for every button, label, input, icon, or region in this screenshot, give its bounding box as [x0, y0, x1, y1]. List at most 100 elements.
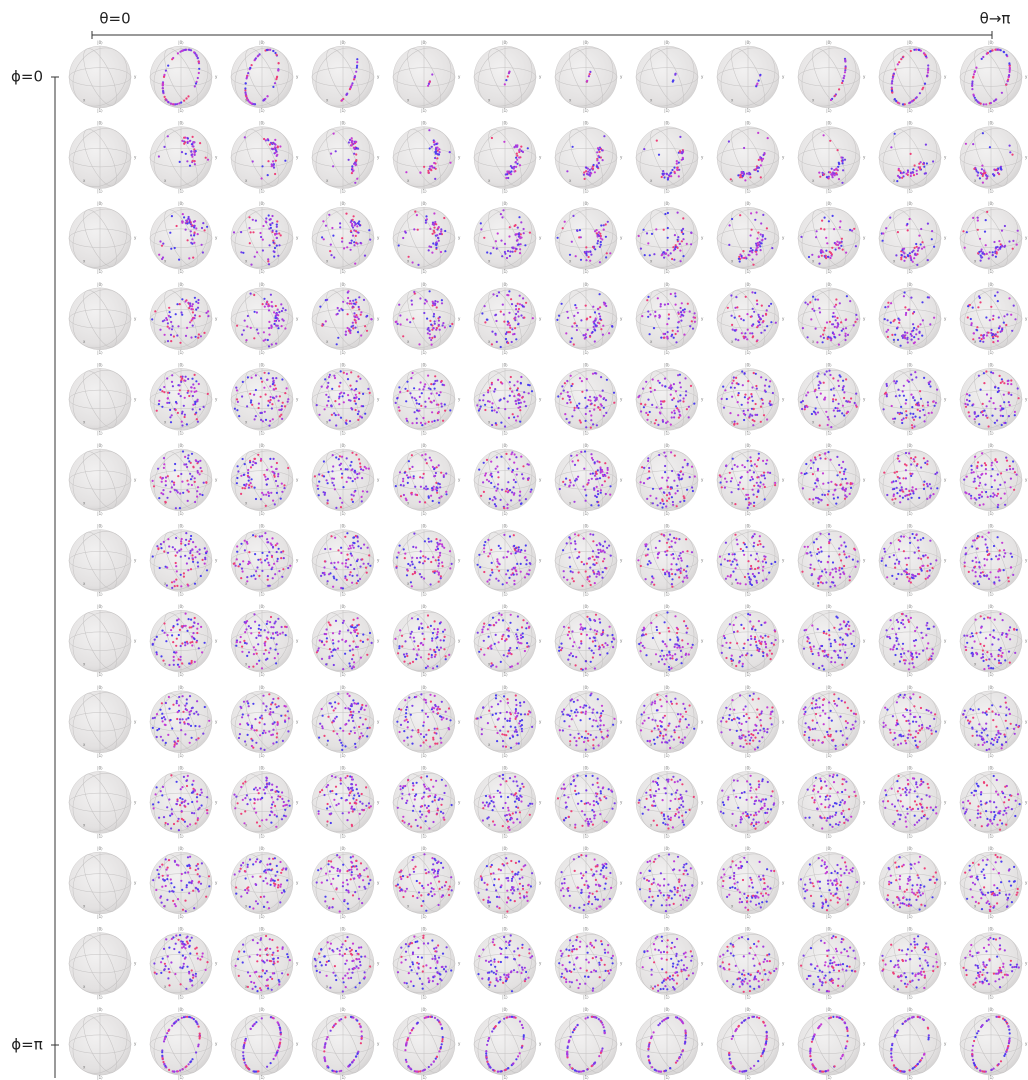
state-dot: [355, 159, 357, 161]
state-dot: [843, 77, 845, 79]
state-dot: [834, 489, 836, 491]
state-dot: [326, 299, 328, 301]
sphere-label: |1⟩: [583, 430, 589, 435]
state-dot: [191, 549, 193, 551]
state-dot: [919, 323, 921, 325]
sphere-label: y: [539, 316, 542, 321]
state-dot: [599, 261, 601, 263]
state-dot: [195, 82, 197, 84]
state-dot: [657, 424, 659, 426]
sphere-label: |0⟩: [178, 40, 184, 45]
state-dot: [276, 226, 278, 228]
state-dot: [198, 553, 200, 555]
state-dot: [197, 233, 199, 235]
state-dot: [187, 239, 189, 241]
state-dot: [343, 392, 345, 394]
state-dot: [184, 555, 186, 557]
state-dot: [912, 492, 914, 494]
state-dot: [434, 388, 436, 390]
state-dot: [167, 392, 169, 394]
state-dot: [921, 248, 923, 250]
state-dot: [598, 322, 600, 324]
state-dot: [833, 172, 835, 174]
state-dot: [181, 538, 183, 540]
state-dot: [451, 323, 453, 325]
state-dot: [916, 170, 918, 172]
state-dot: [496, 295, 498, 297]
state-dot: [683, 334, 685, 336]
state-dot: [580, 451, 582, 453]
state-dot: [839, 226, 841, 228]
state-dot: [669, 172, 671, 174]
state-dot: [990, 102, 992, 104]
state-dot: [190, 150, 192, 152]
state-dot: [737, 414, 739, 416]
state-dot: [557, 237, 559, 239]
state-dot: [913, 460, 915, 462]
state-dot: [355, 147, 357, 149]
state-dot: [912, 329, 914, 331]
state-dot: [903, 417, 905, 419]
state-dot: [185, 376, 187, 378]
state-dot: [255, 498, 257, 500]
state-dot: [440, 231, 442, 233]
state-dot: [837, 496, 839, 498]
state-dot: [766, 459, 768, 461]
state-dot: [815, 413, 817, 415]
state-dot: [271, 301, 273, 303]
state-dot: [494, 498, 496, 500]
sphere-label: y: [620, 316, 623, 321]
state-dot: [585, 500, 587, 502]
state-dot: [903, 295, 905, 297]
state-dot: [277, 318, 279, 320]
state-dot: [742, 175, 744, 177]
state-dot: [916, 463, 918, 465]
state-dot: [981, 58, 983, 60]
state-dot: [748, 254, 750, 256]
state-dot: [411, 300, 413, 302]
state-dot: [608, 332, 610, 334]
state-dot: [649, 313, 651, 315]
state-dot: [520, 503, 522, 505]
state-dot: [993, 100, 995, 102]
state-dot: [667, 178, 669, 180]
state-dot: [985, 464, 987, 466]
state-dot: [762, 460, 764, 462]
state-dot: [820, 250, 822, 252]
state-dot: [239, 563, 241, 565]
state-dot: [513, 170, 515, 172]
state-dot: [910, 333, 912, 335]
state-dot: [654, 315, 656, 317]
state-dot: [839, 410, 841, 412]
state-dot: [187, 454, 189, 456]
state-dot: [171, 480, 173, 482]
state-dot: [758, 316, 760, 318]
state-dot: [585, 170, 587, 172]
state-dot: [602, 474, 604, 476]
state-dot: [362, 405, 364, 407]
state-dot: [903, 260, 905, 262]
state-dot: [522, 477, 524, 479]
bloch-sphere: |0⟩|1⟩yx: [548, 360, 624, 439]
state-dot: [349, 303, 351, 305]
bloch-sphere: |0⟩|1⟩yx: [791, 440, 867, 519]
state-dot: [608, 476, 610, 478]
sphere-label: y: [134, 155, 137, 160]
state-dot: [827, 416, 829, 418]
state-dot: [352, 501, 354, 503]
state-dot: [429, 457, 431, 459]
state-dot: [590, 254, 592, 256]
state-dot: [317, 488, 319, 490]
state-dot: [442, 420, 444, 422]
state-dot: [413, 477, 415, 479]
state-dot: [774, 482, 776, 484]
state-dot: [270, 294, 272, 296]
state-dot: [339, 455, 341, 457]
state-dot: [815, 328, 817, 330]
state-dot: [807, 303, 809, 305]
state-dot: [274, 82, 276, 84]
state-dot: [679, 415, 681, 417]
state-dot: [339, 393, 341, 395]
state-dot: [911, 473, 913, 475]
state-dot: [752, 264, 754, 266]
